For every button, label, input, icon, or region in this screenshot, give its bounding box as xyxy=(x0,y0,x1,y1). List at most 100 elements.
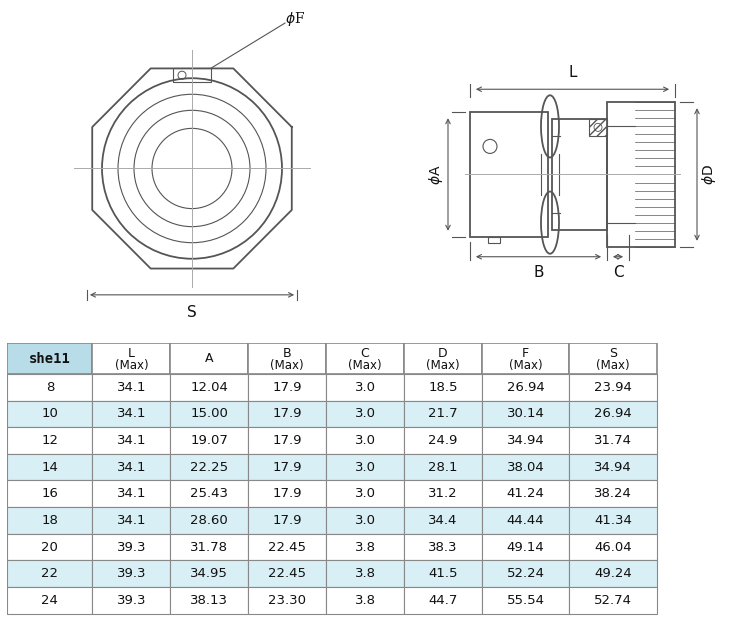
Bar xyxy=(326,507,404,534)
Bar xyxy=(93,560,170,587)
Bar xyxy=(569,454,657,480)
Text: 34.1: 34.1 xyxy=(117,434,146,447)
Text: 22.45: 22.45 xyxy=(268,567,306,580)
Text: 26.94: 26.94 xyxy=(594,407,631,421)
Bar xyxy=(93,401,170,427)
Bar xyxy=(7,343,93,374)
Text: 12: 12 xyxy=(41,434,58,447)
Bar xyxy=(482,401,569,427)
Text: 3.0: 3.0 xyxy=(355,407,375,421)
Bar xyxy=(404,374,482,401)
Bar xyxy=(589,119,607,137)
Bar xyxy=(170,401,248,427)
Text: 38.24: 38.24 xyxy=(594,487,631,500)
Text: 39.3: 39.3 xyxy=(117,594,146,607)
Bar xyxy=(170,507,248,534)
Text: 23.94: 23.94 xyxy=(594,381,631,394)
Bar xyxy=(404,480,482,507)
Bar xyxy=(7,534,93,560)
Bar xyxy=(93,507,170,534)
Bar xyxy=(93,454,170,480)
Text: $\phi$A: $\phi$A xyxy=(427,164,445,185)
Bar xyxy=(7,587,93,614)
Bar xyxy=(482,587,569,614)
Bar xyxy=(404,507,482,534)
Bar xyxy=(7,507,93,534)
Text: 12.04: 12.04 xyxy=(191,381,228,394)
Bar xyxy=(326,401,404,427)
Text: 34.95: 34.95 xyxy=(191,567,228,580)
Text: 55.54: 55.54 xyxy=(506,594,545,607)
Bar xyxy=(569,587,657,614)
Bar xyxy=(7,454,93,480)
Bar xyxy=(170,343,248,374)
Text: (Max): (Max) xyxy=(596,359,630,372)
Bar xyxy=(569,374,657,401)
Bar xyxy=(569,560,657,587)
Text: 24: 24 xyxy=(41,594,58,607)
Bar xyxy=(404,343,482,374)
Bar xyxy=(7,560,93,587)
Text: L: L xyxy=(128,346,135,359)
Bar xyxy=(482,534,569,560)
Text: 18: 18 xyxy=(41,514,58,527)
Bar xyxy=(404,427,482,454)
Text: 38.13: 38.13 xyxy=(191,594,228,607)
Text: (Max): (Max) xyxy=(348,359,382,372)
Text: 17.9: 17.9 xyxy=(272,381,302,394)
Bar xyxy=(7,401,93,427)
Text: 30.14: 30.14 xyxy=(506,407,545,421)
Bar xyxy=(248,534,326,560)
Text: 22.25: 22.25 xyxy=(190,461,228,474)
Text: 26.94: 26.94 xyxy=(506,381,545,394)
Text: 20: 20 xyxy=(41,540,58,553)
Bar xyxy=(248,454,326,480)
Text: 34.94: 34.94 xyxy=(506,434,545,447)
Bar xyxy=(569,343,657,374)
Bar xyxy=(248,587,326,614)
Text: 17.9: 17.9 xyxy=(272,434,302,447)
Bar xyxy=(93,534,170,560)
Text: $\phi$D: $\phi$D xyxy=(700,164,718,185)
Text: (Max): (Max) xyxy=(426,359,460,372)
Text: 3.0: 3.0 xyxy=(355,434,375,447)
Bar xyxy=(326,454,404,480)
Text: 52.24: 52.24 xyxy=(506,567,545,580)
Text: 22: 22 xyxy=(41,567,58,580)
Bar xyxy=(248,343,326,374)
Bar xyxy=(482,343,569,374)
Bar xyxy=(470,112,548,236)
Text: 41.5: 41.5 xyxy=(428,567,458,580)
Bar xyxy=(248,374,326,401)
Bar xyxy=(248,560,326,587)
Bar xyxy=(170,587,248,614)
Text: 17.9: 17.9 xyxy=(272,407,302,421)
Bar xyxy=(173,68,211,82)
Bar xyxy=(326,374,404,401)
Text: S: S xyxy=(187,305,197,320)
Text: 34.1: 34.1 xyxy=(117,407,146,421)
Text: B: B xyxy=(283,346,291,359)
Text: 3.0: 3.0 xyxy=(355,381,375,394)
Text: 15.00: 15.00 xyxy=(191,407,228,421)
Bar xyxy=(482,560,569,587)
Bar xyxy=(170,454,248,480)
Text: 31.78: 31.78 xyxy=(191,540,228,553)
Bar xyxy=(170,560,248,587)
Bar xyxy=(326,587,404,614)
Text: 17.9: 17.9 xyxy=(272,461,302,474)
Text: 3.0: 3.0 xyxy=(355,514,375,527)
Text: 24.9: 24.9 xyxy=(428,434,458,447)
Bar xyxy=(93,343,170,374)
Text: 38.04: 38.04 xyxy=(506,461,545,474)
Text: 14: 14 xyxy=(41,461,58,474)
Bar xyxy=(93,427,170,454)
Text: 8: 8 xyxy=(46,381,54,394)
Bar xyxy=(607,102,675,246)
Bar xyxy=(404,560,482,587)
Bar xyxy=(569,507,657,534)
Bar xyxy=(482,427,569,454)
Bar xyxy=(569,534,657,560)
Bar xyxy=(404,454,482,480)
Text: 41.34: 41.34 xyxy=(594,514,631,527)
